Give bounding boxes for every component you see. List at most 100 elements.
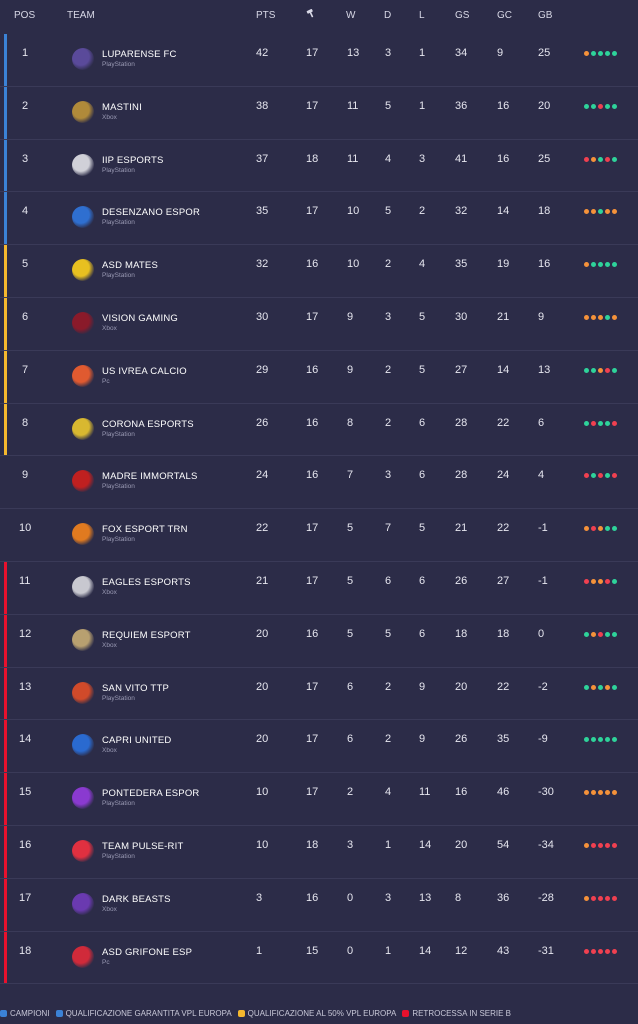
header-gb: GB [538,10,553,21]
form-dot-loss [605,578,610,584]
team-logo [72,417,94,440]
team-name[interactable]: REQUIEM ESPORT [102,629,191,641]
stat-d: 1 [385,838,392,851]
table-row[interactable]: 2 MASTINI Xbox 38 17 11 5 1 36 16 20 [0,86,638,140]
stat-d: 5 [385,99,392,112]
zone-indicator [4,350,7,403]
position: 12 [19,627,32,640]
stat-w: 13 [347,47,360,59]
form-dot-loss [598,842,603,848]
team-name[interactable]: TEAM PULSE-RIT [102,840,184,852]
stat-gc: 14 [497,363,510,376]
table-row[interactable]: 18 ASD GRIFONE ESP Pc 1 15 0 1 14 12 43 -31 [0,931,638,985]
form-dot-win [612,578,617,584]
team-name[interactable]: ASD GRIFONE ESP [102,946,193,958]
team-logo [72,311,94,334]
form-dot-win [584,684,589,690]
stat-d: 5 [385,205,392,218]
form-dot-loss [584,948,589,954]
team-name[interactable]: SAN VITO TTP [102,682,169,694]
stat-pts: 24 [256,469,269,482]
stat-d: 2 [385,680,392,693]
stat-pts: 20 [256,680,269,693]
team-name[interactable]: LUPARENSE FC [102,49,177,60]
form-dot-win [591,737,596,743]
recent-form [584,526,617,532]
table-row[interactable]: 17 DARK BEASTS Xbox 3 16 0 3 13 8 36 -28 [0,878,638,932]
team-name[interactable]: DESENZANO ESPOR [102,207,201,219]
form-dot-win [605,737,610,743]
stat-w: 7 [347,469,354,482]
team-name[interactable]: DARK BEASTS [102,893,171,905]
form-dot-loss [584,156,589,162]
position: 10 [19,522,32,535]
team-platform: PlayStation [102,800,135,808]
table-row[interactable]: 3 IIP ESPORTS PlayStation 37 18 11 4 3 41 16 25 [0,139,638,193]
form-dot-draw [584,314,589,320]
form-dot-loss [605,367,610,373]
table-row[interactable]: 16 TEAM PULSE-RIT PlayStation 10 18 3 1 14 20 54 -… [0,825,638,879]
stat-l: 6 [419,574,426,587]
table-row[interactable]: 11 EAGLES ESPORTS Xbox 21 17 5 6 6 26 27 -1 [0,561,638,615]
table-row[interactable]: 15 PONTEDERA ESPOR PlayStation 10 17 2 4 11 16 46… [0,773,638,826]
stat-played: 18 [306,838,319,851]
stat-gb: -31 [538,944,554,957]
table-row[interactable]: 8 CORONA ESPORTS PlayStation 26 16 8 2 6 28 22 6 [0,403,638,457]
form-dot-win [612,262,617,268]
form-dot-draw [605,684,610,690]
table-row[interactable]: 10 FOX ESPORT TRN PlayStation 22 17 5 7 5 21 22 -1 [0,509,638,562]
position: 11 [19,574,31,587]
team-name[interactable]: IIP ESPORTS [102,154,164,166]
stat-pts: 35 [256,205,269,218]
team-name[interactable]: MADRE IMMORTALS [102,471,198,483]
form-dot-loss [598,631,603,637]
legend-label: QUALIFICAZIONE AL 50% VPL EUROPA [247,1008,397,1018]
zone-indicator [4,614,7,667]
stat-d: 2 [385,416,392,429]
team-logo [72,575,94,598]
form-dot-draw [584,842,589,848]
stat-played: 17 [306,205,319,218]
team-platform: Xbox [102,588,117,596]
table-row[interactable]: 12 REQUIEM ESPORT Xbox 20 16 5 5 6 18 18 0 [0,614,638,668]
stat-l: 5 [419,522,426,535]
form-dot-loss [612,842,617,848]
table-row[interactable]: 9 MADRE IMMORTALS PlayStation 24 16 7 3 6 28 24 4 [0,456,638,510]
team-name[interactable]: CORONA ESPORTS [102,418,194,430]
team-name[interactable]: CAPRI UNITED [102,735,172,747]
stat-gs: 28 [455,469,468,482]
team-name[interactable]: VISION GAMING [102,312,178,324]
team-name[interactable]: ASD MATES [102,260,158,272]
stat-d: 5 [385,627,392,640]
table-row[interactable]: 7 US IVREA CALCIO Pc 29 16 9 2 5 27 14 13 [0,350,638,404]
form-dot-draw [591,790,596,796]
stat-pts: 38 [256,99,269,112]
table-row[interactable]: 1 LUPARENSE FC PlayStation 42 17 13 3 1 34 9 25 [0,34,638,87]
form-dot-loss [598,895,603,901]
stat-d: 3 [385,469,392,482]
form-dot-loss [584,578,589,584]
team-platform: PlayStation [102,430,135,438]
team-name[interactable]: EAGLES ESPORTS [102,576,191,588]
form-dot-draw [598,526,603,532]
stat-gs: 28 [455,416,468,429]
team-logo [72,892,94,915]
table-row[interactable]: 6 VISION GAMING Xbox 30 17 9 3 5 30 21 9 [0,297,638,351]
header-d: D [384,10,392,21]
form-dot-draw [591,578,596,584]
table-row[interactable]: 4 DESENZANO ESPOR PlayStation 35 17 10 5 2 32 14 1… [0,192,638,246]
legend-label: RETROCESSA IN SERIE B [412,1008,512,1018]
table-row[interactable]: 14 CAPRI UNITED Xbox 20 17 6 2 9 26 35 -9 [0,720,638,774]
table-row[interactable]: 13 SAN VITO TTP PlayStation 20 17 6 2 9 20 22 -2 [0,667,638,721]
team-name[interactable]: MASTINI [102,101,142,113]
table-row[interactable]: 5 ASD MATES PlayStation 32 16 10 2 4 35 19 16 [0,245,638,298]
zone-indicator [4,34,7,86]
team-logo [72,206,94,229]
position: 1 [22,47,29,59]
form-dot-loss [591,420,596,426]
team-name[interactable]: PONTEDERA ESPOR [102,788,200,800]
team-name[interactable]: FOX ESPORT TRN [102,524,188,536]
team-name[interactable]: US IVREA CALCIO [102,365,187,377]
legend: CAMPIONI QUALIFICAZIONE GARANTITA VPL EUR… [0,1006,638,1020]
stat-pts: 10 [256,786,269,799]
